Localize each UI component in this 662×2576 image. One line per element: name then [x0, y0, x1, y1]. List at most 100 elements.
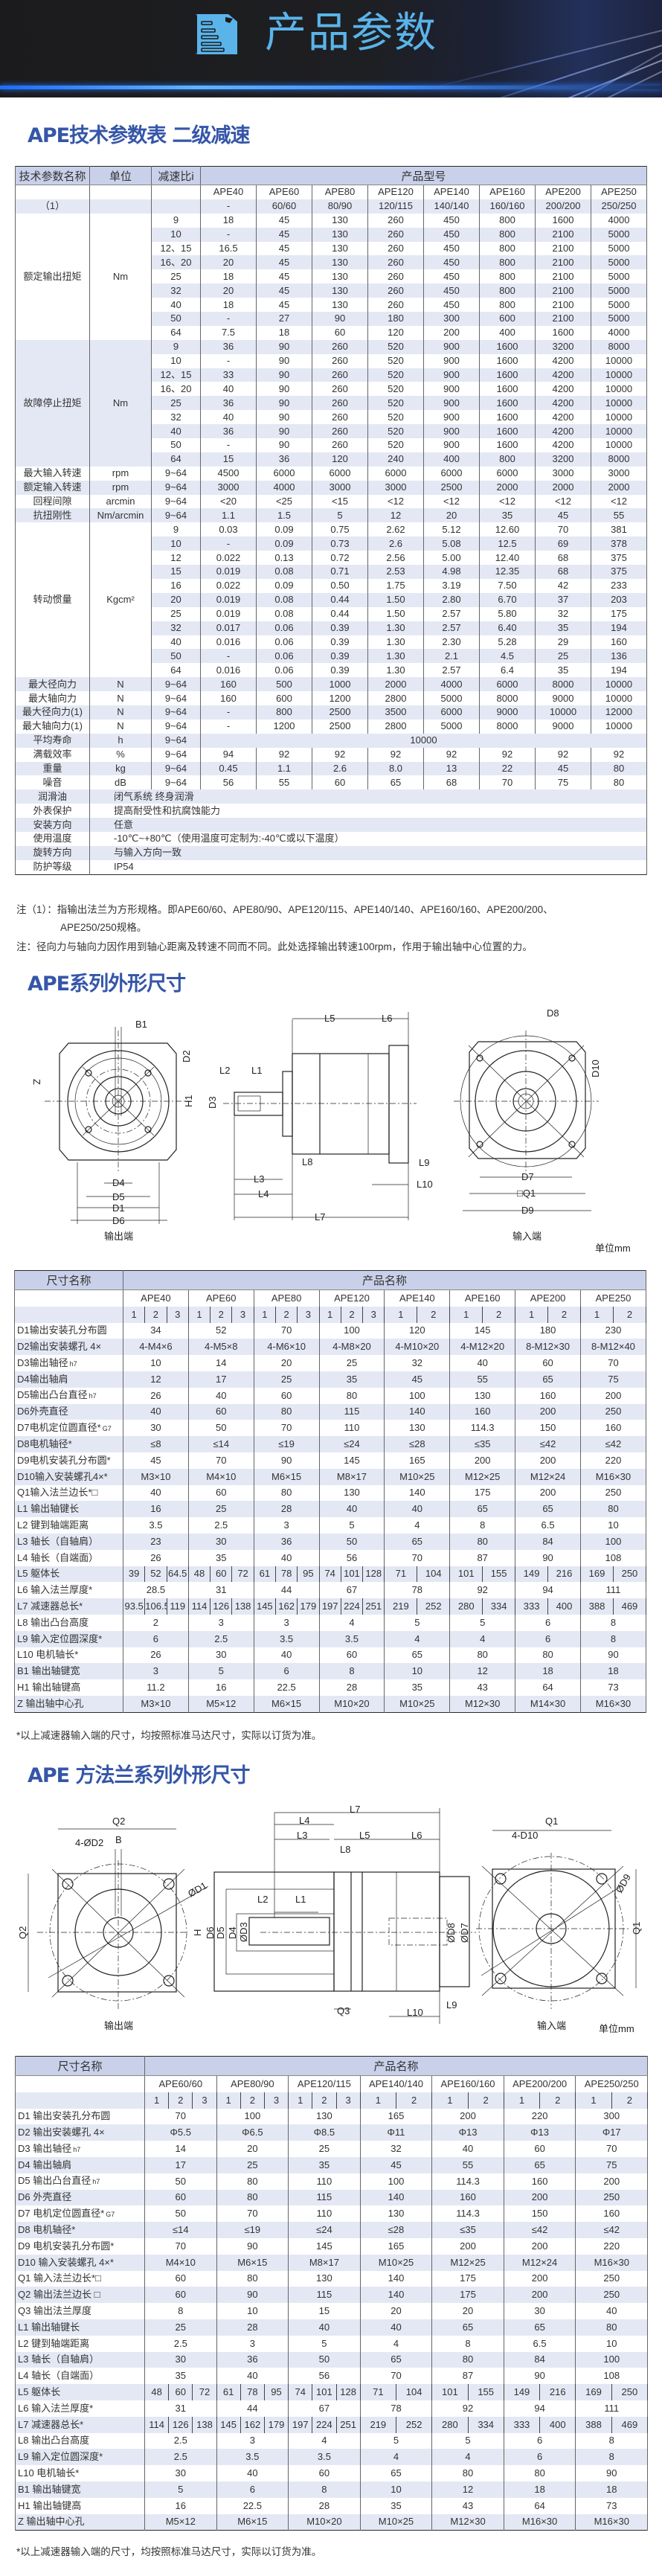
table-row: 重量 kg 9~64 0.45 1.1 2.6 8.0 13 22 45 80 [15, 761, 647, 776]
label-D7: D7 [521, 1171, 534, 1182]
table-row: 旋转方向 与输入方向一致 [15, 845, 647, 860]
param-unit: Nm [89, 339, 152, 467]
note-1-line-1: 注（1）：指输出法兰为方形规格。即APE60/60、APE80/90、APE12… [16, 904, 553, 915]
value-cell: 110 [288, 2173, 361, 2190]
table-row: 40 18 45 130 260 450 800 2100 5000 [16, 298, 647, 313]
value-cell: 25 [318, 1355, 385, 1371]
value-cell: 60 [144, 2189, 217, 2206]
value-cell: 60 [288, 2465, 361, 2482]
empty-cell [15, 185, 90, 199]
value-cell: 4-M4×6 [123, 1339, 189, 1356]
value-cell: ≤19 [253, 1436, 320, 1452]
value-cell: 2.5 [187, 1517, 254, 1534]
table-row: 润滑油 闭气系统 终身润滑 [15, 789, 647, 804]
value-cell: 94 [515, 1582, 581, 1599]
value-cell: 65 [359, 2465, 433, 2482]
table-row: 15 0.019 0.08 0.71 2.53 4.98 12.35 68 375 [16, 565, 647, 579]
value-cell: 8-M12×30 [515, 1339, 581, 1356]
param-text: 与输入方向一致 [89, 845, 647, 860]
value-cell: 110 [318, 1420, 385, 1437]
dimension-label: L2 键到轴端距离 [14, 1517, 123, 1534]
value-cell: 130 [288, 2108, 361, 2125]
value-cell: 26 [123, 1647, 189, 1664]
table-row: H1 输出轴键高 11.2 16 22.5 28 35 43 64 73 [14, 1679, 646, 1696]
flange-size: 160/160 [479, 199, 536, 214]
value-cell: 520 [367, 438, 424, 452]
value-cell: Φ17 [575, 2124, 649, 2141]
value-cell: 180 [367, 312, 424, 326]
value-cell: 37 [535, 592, 591, 607]
value-cell: 1600 [479, 339, 536, 354]
value-cell: 67 [318, 1582, 385, 1599]
value-cell: 56 [200, 775, 257, 790]
dimension-label-text: L2 键到轴端距离 [17, 1519, 89, 1531]
value-cell: 18 [575, 2481, 649, 2498]
table-row: 50-90 260 520 900 1600 4200 10000 [16, 438, 647, 452]
value-cell: M10×20 [288, 2513, 361, 2531]
value-cell: 145 [216, 2416, 241, 2433]
value-cell: 800 [479, 452, 536, 467]
value-cell: 160 [431, 2189, 504, 2206]
value-cell: 114 [187, 1598, 211, 1615]
tolerance-note: h7 [73, 2145, 81, 2153]
value-cell: 1000 [312, 677, 368, 692]
label-L10: L10 [407, 2007, 423, 2018]
value-cell: - [200, 705, 257, 720]
value-cell: 55 [449, 1371, 516, 1388]
label-L2: L2 [257, 1894, 268, 1905]
dimension-label: L9 输入定位圆深度* [15, 2449, 145, 2466]
value-cell: 400 [423, 452, 480, 467]
value-cell: 90 [216, 2237, 289, 2255]
value-cell: 3.5 [123, 1517, 189, 1534]
sub-column-number: 1 [575, 2092, 612, 2109]
label-L7: L7 [315, 1211, 325, 1223]
table-row: 转动惯量 Kgcm² 9 0.03 0.09 0.75 2.62 5.12 12.60 70 381 [15, 522, 647, 678]
value-cell: 145 [318, 1452, 385, 1469]
value-cell: 130 [359, 2205, 433, 2223]
ratio: 9~64 [151, 480, 201, 495]
value-cell: 6000 [479, 466, 536, 481]
param-text: -10℃~+80℃（使用温度可定制为:-40℃或以下温度） [89, 831, 647, 846]
table-row: B1 输出轴键宽 5 6 8 10 12 18 18 [15, 2481, 649, 2498]
value-cell: 35 [318, 1371, 385, 1388]
value-cell: 15 [200, 452, 257, 467]
table-row: Q1 输入法兰边长*□ 60 80 130 140 175 200 250 [15, 2270, 649, 2287]
value-cell: 165 [359, 2108, 433, 2125]
value-cell: 6.70 [479, 592, 536, 607]
dimension-label: L6 输入法兰厚度* [15, 2400, 145, 2417]
value-cell: 73 [580, 1679, 646, 1696]
sub-column-number: 1 [384, 1306, 418, 1323]
value-cell: 36 [256, 452, 312, 467]
dimension-label: B1 输出轴键宽 [15, 2481, 145, 2498]
ratio: 25 [151, 606, 201, 621]
value-cell: 3000 [591, 466, 647, 481]
value-cell: 149 [515, 1566, 549, 1583]
value-cell: 2100 [535, 255, 591, 270]
value-cell: M12×25 [449, 1468, 516, 1485]
value-cell: 8 [431, 2335, 504, 2352]
value-cell: 28.5 [123, 1582, 189, 1599]
table-row: 平均寿命 h 9~64 10000 [15, 733, 647, 748]
value-cell: 1.30 [367, 621, 424, 635]
value-cell: 16 [144, 2497, 217, 2514]
table-row: 50-27 90 180 300 600 2100 5000 [16, 312, 647, 326]
dimension-label-text: L9 输入定位圆深度* [17, 1633, 103, 1644]
value-cell: 0.39 [312, 649, 368, 664]
dimension-label: Z 输出轴中心孔 [15, 2513, 145, 2531]
table-row: 32 0.017 0.06 0.39 1.30 2.57 6.40 35 194 [16, 621, 647, 635]
value-cell: 0.06 [256, 663, 312, 678]
value-cell: 9000 [535, 719, 591, 734]
value-cell: M10×20 [318, 1695, 385, 1713]
dimension-label: D2 输出安装螺孔 4× [15, 2124, 145, 2141]
flange-size: 250/250 [591, 199, 647, 214]
value-cell: 43 [431, 2497, 504, 2514]
value-cell: <15 [312, 494, 368, 509]
label-L4: L4 [258, 1188, 269, 1199]
value-cell: 136 [591, 649, 647, 664]
value-cell: M3×10 [123, 1695, 189, 1713]
value-cell: 6 [503, 2449, 576, 2466]
value-cell: Φ13 [431, 2124, 504, 2141]
value-cell: 175 [449, 1484, 516, 1502]
value-cell: ≤14 [187, 1436, 254, 1452]
